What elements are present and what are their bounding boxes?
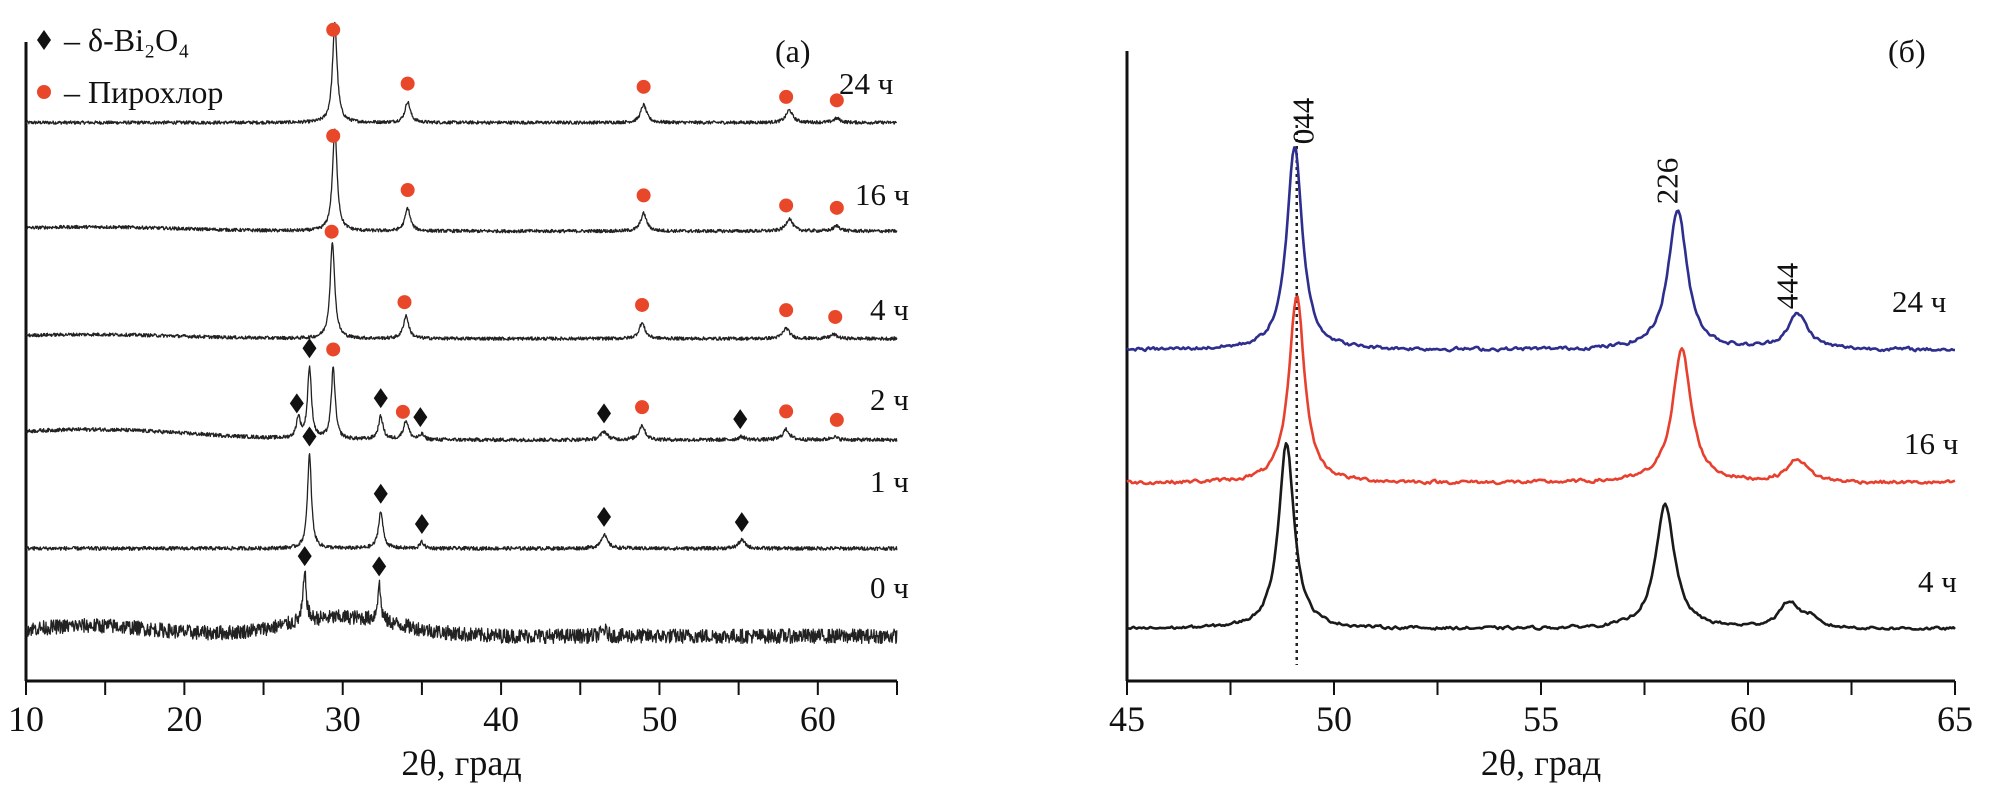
pyrochlore-marker xyxy=(829,412,844,427)
bi2o4-marker xyxy=(372,556,387,577)
pyrochlore-marker xyxy=(779,198,794,213)
pyrochlore-marker xyxy=(829,200,844,215)
bi2o4-marker xyxy=(302,426,317,447)
legend-diamond-icon xyxy=(37,30,51,50)
x-tick-label: 60 xyxy=(1730,699,1766,739)
pyrochlore-marker xyxy=(324,224,339,239)
pyrochlore-marker xyxy=(828,309,843,324)
x-tick-label: 20 xyxy=(166,699,202,739)
hkl-annotation: 044 xyxy=(1285,97,1320,144)
bi2o4-marker xyxy=(373,483,388,504)
x-axis-title: 2θ, град xyxy=(401,743,521,783)
bi2o4-marker xyxy=(413,407,428,428)
series-label: 16 ч xyxy=(1904,426,1958,461)
series-line-2-ч xyxy=(25,365,898,443)
bi2o4-marker xyxy=(597,403,612,424)
panel-label: (б) xyxy=(1888,33,1926,69)
x-axis-title: 2θ, град xyxy=(1481,743,1601,783)
series-label: 4 ч xyxy=(870,292,909,327)
pyrochlore-marker xyxy=(636,188,651,203)
x-tick-label: 40 xyxy=(483,699,519,739)
series-line-24-ч xyxy=(25,21,898,125)
bi2o4-marker xyxy=(373,388,388,409)
legend-circle-icon xyxy=(37,85,51,99)
series-label: 2 ч xyxy=(870,382,909,417)
x-tick-label: 60 xyxy=(800,699,836,739)
bi2o4-marker xyxy=(733,409,748,430)
pyrochlore-marker xyxy=(400,76,415,91)
bi2o4-marker xyxy=(289,393,304,414)
panel-a-chart: 10 20 30 40 50 60 2θ, град (а) 24 ч 16 ч 4 ч 2 ч 1 ч… xyxy=(8,21,909,783)
pyrochlore-marker xyxy=(326,22,341,37)
pyrochlore-marker xyxy=(636,79,651,94)
x-tick-label: 45 xyxy=(1109,699,1145,739)
pyrochlore-marker xyxy=(397,295,412,310)
bi2o4-marker xyxy=(302,338,317,359)
x-tick-label: 50 xyxy=(1316,699,1352,739)
pyrochlore-marker xyxy=(400,183,415,198)
pyrochlore-marker xyxy=(326,342,341,357)
series-label: 24 ч xyxy=(839,66,893,101)
x-tick-label: 30 xyxy=(325,699,361,739)
series-label: 16 ч xyxy=(855,177,909,212)
pyrochlore-marker xyxy=(326,128,341,143)
series-line-16-ч xyxy=(25,128,898,234)
x-tick-label: 55 xyxy=(1523,699,1559,739)
series-line-24-ч xyxy=(1126,146,1955,353)
pyrochlore-marker xyxy=(395,404,410,419)
hkl-annotation: 444 xyxy=(1770,262,1805,309)
series-label: 0 ч xyxy=(870,570,909,605)
series-label: 4 ч xyxy=(1918,564,1957,599)
series-label: 1 ч xyxy=(870,464,909,499)
panel-b-chart: 45 50 55 60 65 2θ, град (б) 24 ч 16 ч 4 ч 044 226 44… xyxy=(1109,33,1973,783)
x-tick-label: 50 xyxy=(641,699,677,739)
legend-entry-text: – Пирохлор xyxy=(63,74,223,110)
pyrochlore-marker xyxy=(635,400,650,415)
pyrochlore-marker xyxy=(635,297,650,312)
bi2o4-marker xyxy=(597,506,612,527)
series-line-16-ч xyxy=(1126,295,1956,486)
x-tick-label: 65 xyxy=(1937,699,1973,739)
series-label: 24 ч xyxy=(1892,284,1946,319)
bi2o4-marker xyxy=(297,546,312,567)
hkl-annotation: 226 xyxy=(1650,158,1685,205)
x-tick-label: 10 xyxy=(8,699,44,739)
series-line-1-ч xyxy=(25,453,898,551)
series-line-4-ч xyxy=(25,242,898,341)
pyrochlore-marker xyxy=(779,303,794,318)
pyrochlore-marker xyxy=(829,93,844,108)
series-line-4-ч xyxy=(1126,442,1956,631)
series-line-0-ч xyxy=(25,570,898,645)
pyrochlore-marker xyxy=(779,404,794,419)
pyrochlore-marker xyxy=(779,89,794,104)
bi2o4-marker xyxy=(414,513,429,534)
panel-label: (а) xyxy=(775,33,811,69)
bi2o4-marker xyxy=(734,512,749,533)
legend-entry-text: – δ-Bi₂O₄ xyxy=(63,22,189,58)
